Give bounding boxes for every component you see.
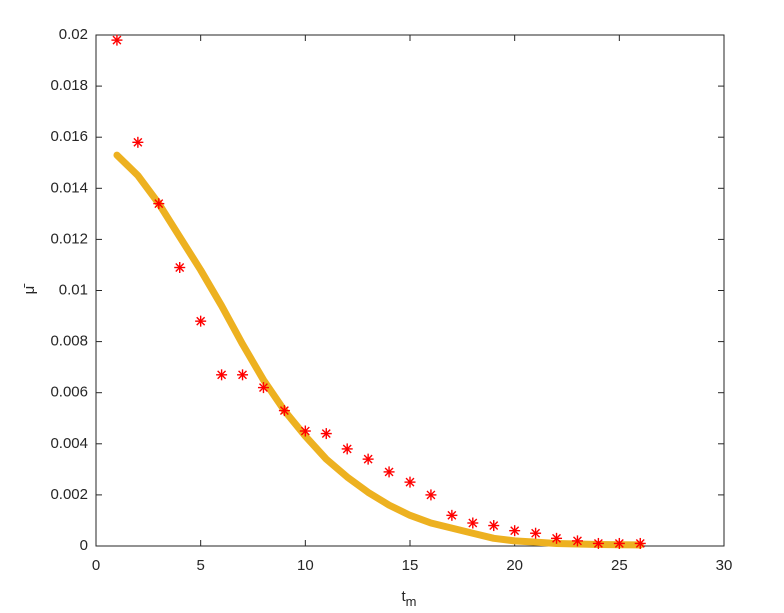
asterisk-stroke <box>593 538 603 548</box>
asterisk-stroke <box>510 526 520 536</box>
x-tick-label: 30 <box>716 557 733 574</box>
y-tick-label: 0.006 <box>50 384 88 401</box>
asterisk-marker <box>634 537 646 549</box>
asterisk-marker <box>509 525 521 537</box>
asterisk-stroke <box>175 263 185 272</box>
y-axis-label: μ̄ <box>21 284 38 295</box>
asterisk-stroke <box>112 35 122 45</box>
asterisk-stroke <box>133 137 143 147</box>
asterisk-marker <box>341 443 353 455</box>
asterisk-marker <box>404 476 416 488</box>
x-tick-label: 20 <box>506 557 523 574</box>
asterisk-marker <box>111 34 123 46</box>
asterisk-stroke <box>614 538 624 548</box>
y-tick-label: 0.008 <box>50 333 88 350</box>
asterisk-marker <box>551 532 563 544</box>
asterisk-marker <box>195 315 207 327</box>
x-axis-label-sub: m <box>406 594 417 609</box>
x-tick-label: 15 <box>402 557 419 574</box>
asterisk-stroke <box>321 429 331 439</box>
x-tick-label: 25 <box>611 557 628 574</box>
asterisk-stroke <box>468 518 478 528</box>
asterisk-stroke <box>447 510 457 520</box>
y-tick-label: 0.004 <box>50 435 88 452</box>
asterisk-marker <box>216 369 228 381</box>
asterisk-marker <box>613 537 625 549</box>
asterisk-stroke <box>426 490 436 500</box>
asterisk-stroke <box>384 467 394 477</box>
asterisk-stroke <box>259 383 268 393</box>
asterisk-marker <box>174 262 186 274</box>
y-tick-label: 0 <box>80 537 88 554</box>
asterisk-stroke <box>300 426 310 436</box>
asterisk-stroke <box>279 406 289 416</box>
x-axis-label: tm <box>401 588 416 609</box>
asterisk-stroke <box>154 199 164 209</box>
asterisk-stroke <box>405 477 415 487</box>
asterisk-marker <box>257 382 269 394</box>
y-tick-label: 0.018 <box>50 77 88 94</box>
asterisk-marker <box>383 466 395 478</box>
asterisk-marker <box>530 527 542 539</box>
asterisk-marker <box>571 535 583 547</box>
asterisk-stroke <box>635 538 645 548</box>
asterisk-marker <box>153 198 165 210</box>
asterisk-stroke <box>217 370 227 380</box>
x-axis-label-base: t <box>401 588 406 605</box>
y-tick-label: 0.002 <box>50 486 88 503</box>
asterisk-marker <box>132 136 144 148</box>
asterisk-marker <box>320 428 332 440</box>
asterisk-stroke <box>552 533 561 543</box>
plot-area <box>95 34 725 547</box>
x-tick-label: 5 <box>196 557 204 574</box>
asterisk-marker <box>467 517 479 529</box>
asterisk-stroke <box>196 316 206 326</box>
x-tick-label: 0 <box>92 557 100 574</box>
y-tick-label: 0.02 <box>59 26 88 43</box>
y-tick-label: 0.01 <box>59 281 88 298</box>
asterisk-stroke <box>573 536 582 546</box>
y-tick-label: 0.014 <box>50 179 88 196</box>
asterisk-stroke <box>363 454 373 464</box>
asterisk-marker <box>425 489 437 501</box>
asterisk-marker <box>446 509 458 521</box>
asterisk-marker <box>237 369 249 381</box>
asterisk-stroke <box>238 370 247 380</box>
asterisk-stroke <box>342 444 352 454</box>
asterisk-stroke <box>531 528 541 538</box>
asterisk-marker <box>592 537 604 549</box>
asterisk-stroke <box>489 521 499 531</box>
asterisk-marker <box>299 425 311 437</box>
fit-line <box>113 151 644 549</box>
asterisk-marker <box>278 405 290 417</box>
y-tick-label: 0.016 <box>50 128 88 145</box>
x-tick-label: 10 <box>297 557 314 574</box>
asterisk-marker <box>362 453 374 465</box>
asterisk-marker <box>488 520 500 532</box>
y-tick-label: 0.012 <box>50 230 88 247</box>
